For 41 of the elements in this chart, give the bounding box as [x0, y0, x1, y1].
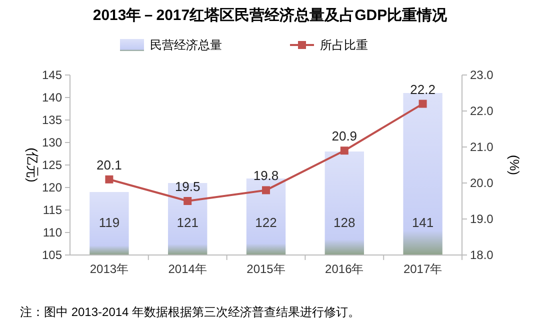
- y2-tick-label: 18.0: [470, 248, 494, 262]
- y-tick-label: 125: [42, 158, 62, 172]
- data-label: 22.2: [410, 82, 436, 97]
- data-label: 19.5: [174, 179, 200, 194]
- y-tick-label: 110: [42, 226, 62, 240]
- y-tick-label: 145: [42, 68, 62, 82]
- point: [418, 100, 427, 108]
- y-tick-label: 105: [42, 248, 62, 262]
- x-tick-label: 2014年: [168, 262, 207, 276]
- y-tick-label: 115: [42, 203, 62, 218]
- point: [340, 146, 348, 155]
- y2-tick-label: 20.0: [470, 176, 494, 190]
- y-tick-label: 120: [42, 180, 62, 195]
- data-label: 119: [98, 215, 120, 230]
- x-tick-label: 2013年: [90, 262, 129, 276]
- y2-tick-label: 23.0: [470, 68, 494, 82]
- point: [184, 197, 192, 205]
- data-label: 122: [255, 215, 277, 230]
- x-tick-label: 2015年: [246, 262, 286, 276]
- data-label: 141: [412, 215, 434, 230]
- data-label: 20.1: [96, 157, 122, 172]
- data-label: 19.8: [253, 168, 279, 184]
- x-tick-label: 2017年: [403, 262, 442, 276]
- point: [105, 175, 114, 184]
- data-label: 20.9: [332, 128, 358, 144]
- text: 注：图中 2013-2014 年数据根据第三次经济普查结果进行修订。: [20, 305, 360, 319]
- y-tick-label: 130: [42, 136, 62, 150]
- y2-axis-title: (%): [507, 154, 522, 176]
- data-label: 128: [334, 215, 356, 230]
- y-axis-title: (亿元): [25, 148, 40, 182]
- y2-tick-label: 21.0: [470, 140, 494, 154]
- y-tick-label: 135: [42, 113, 62, 128]
- point: [262, 186, 270, 194]
- y-tick-label: 140: [42, 90, 62, 105]
- y2-tick-label: 22.0: [470, 104, 494, 118]
- x-tick-label: 2016年: [325, 262, 364, 276]
- data-label: 121: [176, 215, 198, 230]
- legend-label: 所占比重: [320, 38, 368, 52]
- y2-tick-label: 19.0: [470, 212, 494, 226]
- chart-title: 2013年－2017红塔区民营经济总量及占GDP比重情况: [92, 6, 448, 24]
- legend-label: 民营经济总量: [150, 38, 222, 52]
